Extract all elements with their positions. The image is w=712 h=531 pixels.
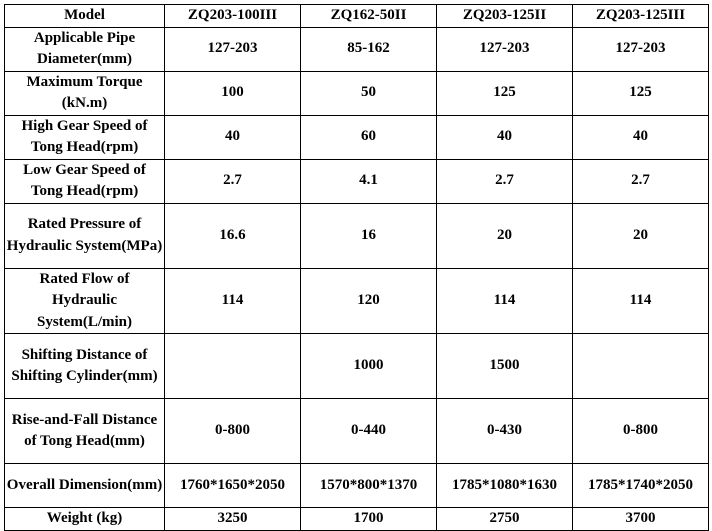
table-cell: 0-800 — [572, 398, 709, 464]
table-cell: 1785*1080*1630 — [436, 463, 573, 508]
row-label: High Gear Speed of Tong Head(rpm) — [4, 114, 165, 160]
row-label: Rated Pressure of Hydraulic System(MPa) — [4, 202, 165, 269]
model-header-4: ZQ203-125III — [572, 4, 709, 28]
table-cell — [572, 333, 709, 399]
table-cell: 2750 — [436, 507, 573, 531]
table-cell: 1500 — [436, 333, 573, 399]
table-cell: 127-203 — [436, 26, 573, 72]
table-cell: 16.6 — [164, 202, 301, 269]
row-label: Applicable Pipe Diameter(mm) — [4, 26, 165, 72]
model-header-1: ZQ203-100III — [164, 4, 301, 28]
table-cell: 1700 — [300, 507, 437, 531]
table-cell: 16 — [300, 202, 437, 269]
table-cell: 3250 — [164, 507, 301, 531]
table-cell: 40 — [572, 114, 709, 160]
model-header: Model — [4, 4, 165, 28]
table-row: Rise-and-Fall Distance of Tong Head(mm) … — [4, 398, 709, 464]
table-cell: 127-203 — [572, 26, 709, 72]
header-row: Model ZQ203-100III ZQ162-50II ZQ203-125I… — [4, 4, 709, 28]
table-cell: 125 — [572, 70, 709, 116]
table-cell: 114 — [164, 267, 301, 334]
table-row: Applicable Pipe Diameter(mm) 127-203 85-… — [4, 26, 709, 72]
table-cell: 120 — [300, 267, 437, 334]
table-row: Overall Dimension(mm) 1760*1650*2050 157… — [4, 463, 709, 508]
table-cell: 1570*800*1370 — [300, 463, 437, 508]
model-header-3: ZQ203-125II — [436, 4, 573, 28]
table-cell: 114 — [436, 267, 573, 334]
table-cell: 1000 — [300, 333, 437, 399]
table-cell: 0-430 — [436, 398, 573, 464]
table-cell: 3700 — [572, 507, 709, 531]
table-row: High Gear Speed of Tong Head(rpm) 40 60 … — [4, 114, 709, 160]
table-cell: 0-440 — [300, 398, 437, 464]
table-cell: 2.7 — [572, 158, 709, 204]
table-cell — [164, 333, 301, 399]
row-label: Rated Flow of Hydraulic System(L/min) — [4, 267, 165, 334]
table-cell: 2.7 — [164, 158, 301, 204]
row-label: Shifting Distance of Shifting Cylinder(m… — [4, 333, 165, 399]
table-cell: 4.1 — [300, 158, 437, 204]
table-row: Shifting Distance of Shifting Cylinder(m… — [4, 333, 709, 399]
table-cell: 0-800 — [164, 398, 301, 464]
table-cell: 114 — [572, 267, 709, 334]
table-cell: 50 — [300, 70, 437, 116]
table-cell: 2.7 — [436, 158, 573, 204]
table-row: Rated Pressure of Hydraulic System(MPa) … — [4, 202, 709, 269]
table-cell: 20 — [572, 202, 709, 269]
table-row: Maximum Torque (kN.m) 100 50 125 125 — [4, 70, 709, 116]
table-cell: 1760*1650*2050 — [164, 463, 301, 508]
table-cell: 1785*1740*2050 — [572, 463, 709, 508]
model-header-2: ZQ162-50II — [300, 4, 437, 28]
row-label: Weight (kg) — [4, 507, 165, 531]
table-cell: 125 — [436, 70, 573, 116]
row-label: Overall Dimension(mm) — [4, 463, 165, 508]
table-cell: 85-162 — [300, 26, 437, 72]
table-cell: 40 — [164, 114, 301, 160]
row-label: Maximum Torque (kN.m) — [4, 70, 165, 116]
table-row: Weight (kg) 3250 1700 2750 3700 — [4, 507, 709, 531]
row-label: Rise-and-Fall Distance of Tong Head(mm) — [4, 398, 165, 464]
table-cell: 127-203 — [164, 26, 301, 72]
specification-table: Model ZQ203-100III ZQ162-50II ZQ203-125I… — [4, 4, 709, 531]
table-cell: 20 — [436, 202, 573, 269]
table-row: Low Gear Speed of Tong Head(rpm) 2.7 4.1… — [4, 158, 709, 204]
table-cell: 100 — [164, 70, 301, 116]
row-label: Low Gear Speed of Tong Head(rpm) — [4, 158, 165, 204]
table-cell: 40 — [436, 114, 573, 160]
table-cell: 60 — [300, 114, 437, 160]
table-row: Rated Flow of Hydraulic System(L/min) 11… — [4, 267, 709, 334]
